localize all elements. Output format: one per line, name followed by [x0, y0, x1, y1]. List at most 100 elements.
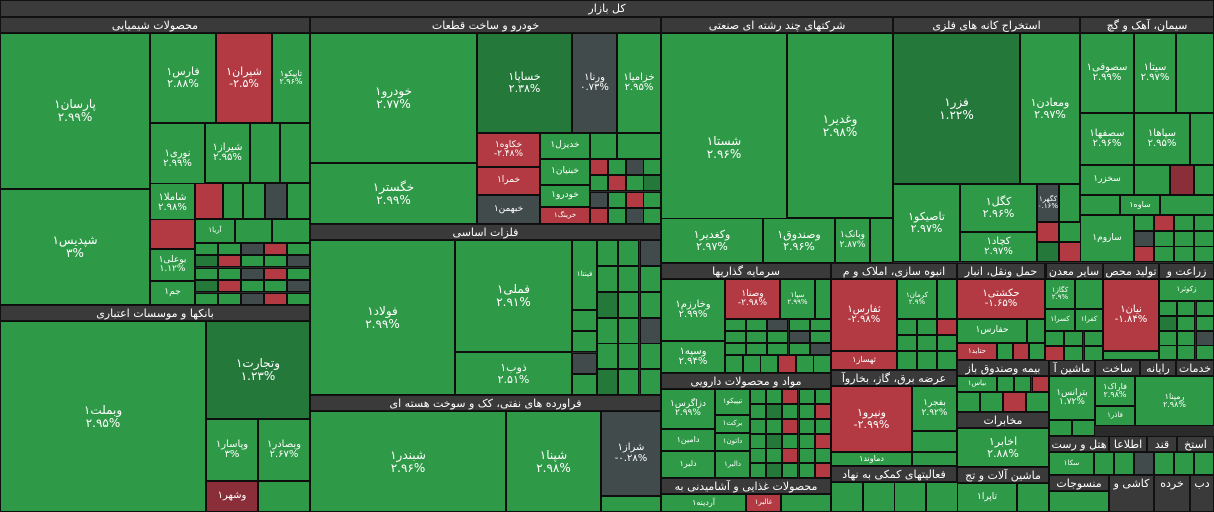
stock-tile[interactable]: [241, 293, 264, 305]
stock-tile[interactable]: [608, 192, 626, 208]
stock-tile[interactable]: خمرا۱: [477, 167, 540, 195]
stock-tile[interactable]: [626, 175, 644, 191]
stock-tile[interactable]: خودرو۱: [540, 185, 590, 207]
stock-tile[interactable]: فارس۱ ۲.۸۸%: [150, 33, 216, 123]
stock-tile[interactable]: خودرو۱ ۲.۷۷%: [310, 33, 477, 163]
stock-tile[interactable]: [766, 434, 782, 449]
stock-tile[interactable]: شاملا۱ ۲.۹۸%: [150, 183, 195, 223]
stock-tile[interactable]: [1194, 231, 1214, 247]
stock-tile[interactable]: [223, 183, 243, 219]
stock-tile[interactable]: [1194, 165, 1214, 195]
sector-header-utility[interactable]: عرضه برق، گاز، بخاروآ: [831, 370, 957, 386]
stock-tile[interactable]: [241, 255, 264, 267]
stock-tile[interactable]: [640, 318, 661, 344]
stock-tile[interactable]: [1013, 343, 1029, 360]
stock-tile[interactable]: سصوفی۱ ۲.۹۹%: [1080, 33, 1134, 113]
stock-tile[interactable]: وبصادر۱ ۲.۶۷%: [258, 419, 310, 481]
stock-tile[interactable]: آریا۱: [195, 219, 235, 243]
stock-tile[interactable]: [810, 331, 831, 343]
stock-tile[interactable]: شیران۱ -۲.۵%: [216, 33, 272, 123]
stock-tile[interactable]: [195, 268, 218, 280]
stock-tile[interactable]: [810, 343, 831, 355]
stock-tile[interactable]: [265, 183, 287, 219]
stock-tile[interactable]: خگستر۱ ۲.۹۹%: [310, 163, 477, 224]
stock-tile[interactable]: [601, 496, 661, 512]
stock-tile[interactable]: دالبر۱: [715, 451, 750, 478]
sector-header-hotel[interactable]: هتل و رست: [1049, 436, 1109, 452]
stock-tile[interactable]: [218, 243, 241, 255]
sector-header-transport[interactable]: حمل ونقل، انبار: [957, 263, 1045, 279]
stock-tile[interactable]: بیاس۱: [957, 376, 997, 392]
stock-tile[interactable]: [195, 183, 223, 219]
stock-tile[interactable]: [926, 482, 958, 512]
stock-tile[interactable]: کسرا۱: [1045, 309, 1075, 331]
stock-tile[interactable]: [1194, 452, 1214, 475]
stock-tile[interactable]: خبهمن۱: [477, 195, 540, 224]
stock-tile[interactable]: [1103, 351, 1159, 360]
stock-tile[interactable]: [1094, 452, 1114, 475]
stock-tile[interactable]: [750, 448, 766, 463]
stock-tile[interactable]: [1174, 215, 1194, 231]
stock-tile[interactable]: بترانس۱ ۱.۷۲%: [1049, 376, 1095, 420]
stock-tile[interactable]: [1134, 215, 1154, 231]
sector-header-machtools[interactable]: ماشین آلات و تج: [957, 467, 1049, 483]
stock-tile[interactable]: [218, 293, 241, 305]
stock-tile[interactable]: [643, 192, 661, 208]
stock-tile[interactable]: [1196, 345, 1214, 360]
stock-tile[interactable]: شپنا۱ ۲.۹۸%: [506, 411, 601, 512]
stock-tile[interactable]: [597, 240, 618, 266]
stock-tile[interactable]: خرینگ۱: [540, 207, 590, 224]
stock-tile[interactable]: غالبر۱: [746, 494, 781, 512]
stock-tile[interactable]: [815, 434, 831, 449]
stock-tile[interactable]: [1154, 246, 1174, 262]
market-root-header[interactable]: کل بازار: [0, 0, 1214, 17]
stock-tile[interactable]: [1049, 491, 1109, 512]
stock-tile[interactable]: [778, 355, 796, 373]
stock-tile[interactable]: [937, 335, 957, 351]
stock-tile[interactable]: [608, 208, 626, 224]
stock-tile[interactable]: [1196, 301, 1214, 316]
stock-tile[interactable]: [767, 319, 788, 331]
stock-tile[interactable]: نیان۱ -۱.۸۴%: [1103, 279, 1159, 351]
stock-tile[interactable]: تاصیکو۱ ۲.۹۷%: [893, 184, 960, 262]
stock-tile[interactable]: [287, 293, 310, 305]
stock-tile[interactable]: [746, 331, 767, 343]
sector-header-transport2[interactable]: حمل ونقل: [1045, 263, 1047, 279]
stock-tile[interactable]: برکت۱: [715, 415, 750, 433]
stock-tile[interactable]: [1160, 195, 1214, 215]
stock-tile[interactable]: [815, 448, 831, 463]
stock-tile[interactable]: [799, 434, 815, 449]
stock-tile[interactable]: [937, 319, 957, 335]
stock-tile[interactable]: [789, 319, 810, 331]
stock-tile[interactable]: ثفارس۱ -۲.۹۸%: [831, 279, 897, 351]
stock-tile[interactable]: [766, 404, 782, 419]
stock-tile[interactable]: [597, 266, 618, 292]
stock-tile[interactable]: [272, 219, 310, 243]
stock-tile[interactable]: [1075, 279, 1103, 309]
stock-tile[interactable]: [789, 343, 810, 355]
stock-tile[interactable]: [1027, 319, 1045, 343]
sector-header-oil[interactable]: فراورده های نفتی، کک و سوخت هسته ای: [310, 395, 661, 411]
stock-tile[interactable]: [799, 463, 815, 478]
stock-tile[interactable]: [831, 482, 863, 512]
stock-tile[interactable]: شراز۱ -۰.۲۸%: [601, 411, 661, 496]
stock-tile[interactable]: [572, 310, 597, 331]
stock-tile[interactable]: سخزر۱: [1080, 165, 1134, 195]
stock-tile[interactable]: [957, 392, 980, 412]
stock-tile[interactable]: جم۱: [150, 281, 195, 305]
stock-tile[interactable]: [235, 219, 272, 243]
sector-header-finsvc[interactable]: فعالیتهای کمکی به نهاد: [831, 466, 957, 482]
stock-tile[interactable]: [643, 208, 661, 224]
stock-tile[interactable]: [617, 133, 661, 159]
stock-tile[interactable]: کچاد۱ ۲.۹۷%: [960, 232, 1037, 262]
stock-tile[interactable]: [150, 219, 195, 249]
sector-header-sugar[interactable]: قند: [1147, 436, 1177, 452]
stock-tile[interactable]: [243, 183, 265, 219]
stock-tile[interactable]: [1170, 165, 1194, 195]
stock-tile[interactable]: [799, 389, 815, 404]
stock-tile[interactable]: [767, 343, 788, 355]
stock-tile[interactable]: [597, 369, 618, 395]
stock-tile[interactable]: [572, 331, 597, 352]
stock-tile[interactable]: خزامیا۱ ۲.۹۵%: [617, 33, 661, 133]
stock-tile[interactable]: [917, 319, 937, 335]
